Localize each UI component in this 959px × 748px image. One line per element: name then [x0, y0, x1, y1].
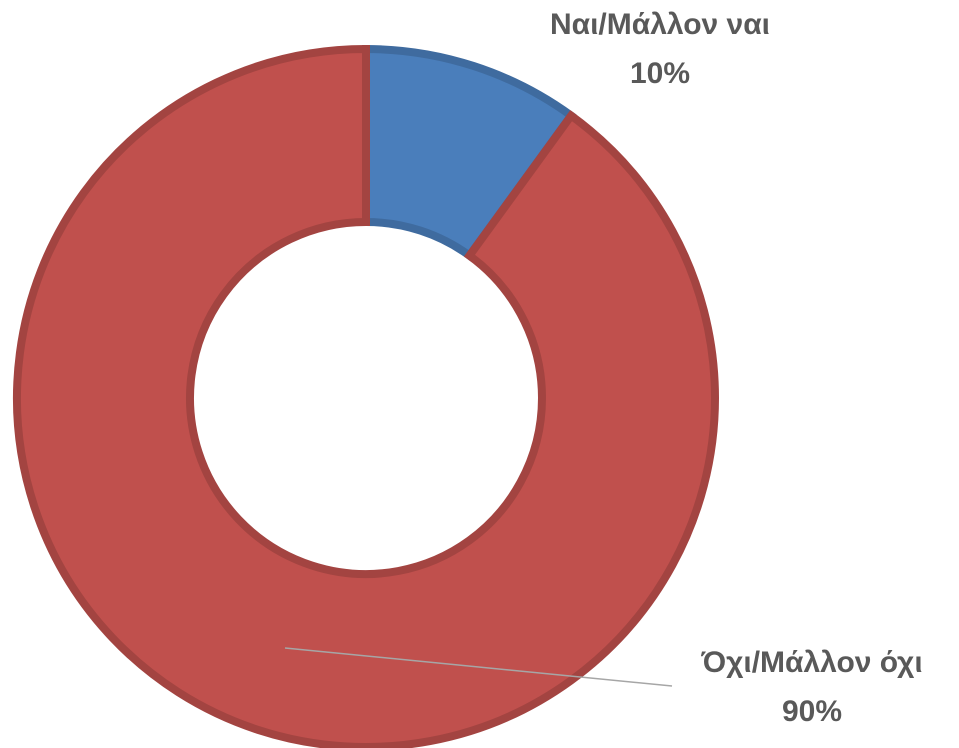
slice-value-label: 90%	[782, 695, 842, 728]
leader-line	[284, 647, 673, 687]
donut-slice	[13, 44, 719, 748]
slice-label: Όχι/Μάλλον όχι	[700, 646, 922, 679]
slice-value-label: 10%	[630, 57, 690, 90]
slice-label: Ναι/Μάλλον ναι	[550, 8, 770, 41]
